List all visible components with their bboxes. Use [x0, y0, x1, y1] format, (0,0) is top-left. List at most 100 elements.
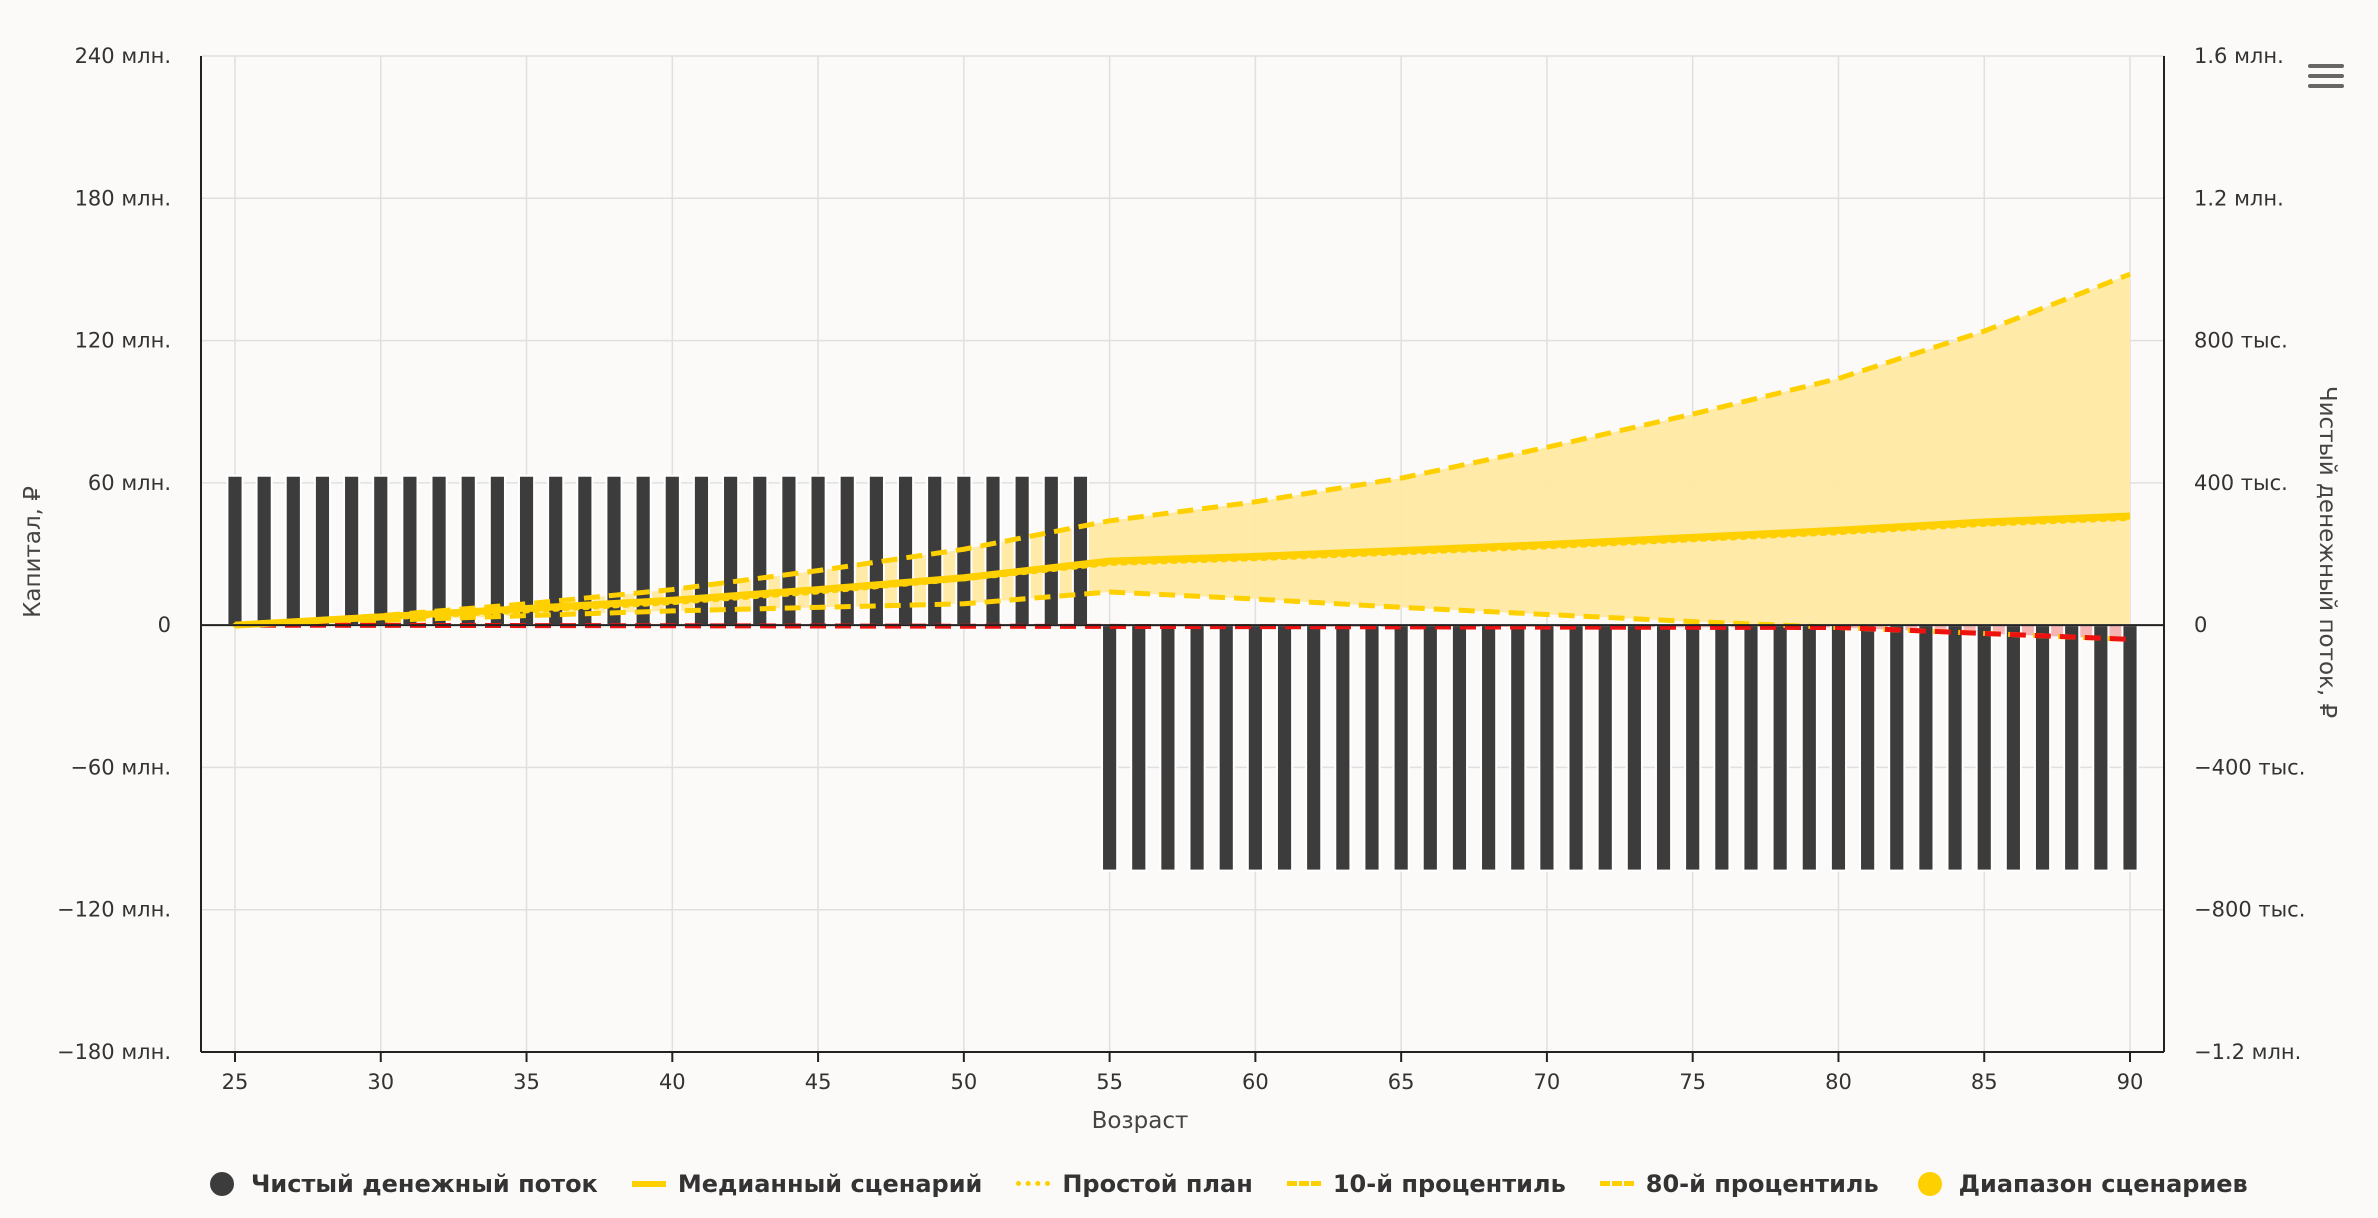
legend: Чистый денежный поток Медианный сценарий… — [205, 1164, 2248, 1204]
cashflow-bar — [722, 474, 740, 627]
cashflow-bar — [1713, 624, 1731, 872]
cashflow-bar — [1130, 624, 1148, 872]
y-left-tick-label: 60 млн. — [88, 471, 171, 495]
cashflow-bar — [488, 474, 506, 627]
dashed-line-icon — [1599, 1172, 1634, 1196]
x-axis-title: Возраст — [1092, 1108, 1189, 1134]
cashflow-bar — [1071, 474, 1090, 627]
legend-label: Медианный сценарий — [677, 1170, 983, 1198]
cashflow-bar — [2121, 624, 2139, 872]
cashflow-bar — [2063, 624, 2081, 872]
y-right-tick-label: −800 тыс. — [2194, 898, 2305, 922]
y-left-tick-label: 240 млн. — [75, 44, 171, 68]
cashflow-bar — [1859, 624, 1877, 872]
cashflow-bar — [1771, 624, 1789, 872]
legend-label: Чистый денежный поток — [251, 1170, 598, 1198]
cashflow-bar — [838, 474, 856, 627]
tick-labels: 25 30 35 40 45 50 55 60 65 70 75 80 85 90 240 млн. 180 … — [57, 44, 2305, 1094]
cashflow-bar — [372, 474, 390, 627]
cashflow-bar — [2004, 624, 2022, 872]
y-right-tick-label: 400 тыс. — [2194, 471, 2288, 495]
scenario-range-fill — [235, 274, 2130, 640]
y-right-tick-label: 800 тыс. — [2194, 329, 2288, 353]
solid-line-icon — [631, 1172, 666, 1196]
chart-menu-button[interactable] — [2308, 64, 2344, 94]
cashflow-bar — [1246, 624, 1264, 872]
cashflow-bar — [1363, 624, 1381, 872]
negative-range-fill — [235, 625, 2130, 640]
hamburger-menu-icon — [2308, 64, 2344, 68]
y-axis-right-title: Чистый денежный поток, ₽ — [2314, 386, 2340, 718]
cashflow-bar — [1742, 624, 1760, 872]
legend-label: 10-й процентиль — [1332, 1170, 1566, 1198]
cashflow-bar — [1042, 474, 1060, 627]
cashflow-bar — [2033, 624, 2052, 872]
cashflow-bars — [226, 474, 2139, 872]
cashflow-bar — [1450, 624, 1469, 872]
x-tick-label: 45 — [805, 1070, 832, 1094]
p80-line — [234, 271, 2131, 628]
cashflow-bar — [401, 474, 419, 627]
cashflow-bar — [1392, 624, 1410, 872]
cashflow-bar — [1917, 624, 1935, 872]
circle-icon — [1913, 1172, 1947, 1196]
legend-item-p80[interactable]: 80-й процентиль — [1599, 1170, 1879, 1198]
y-left-tick-label: 120 млн. — [75, 329, 171, 353]
x-tick-label: 85 — [1971, 1070, 1998, 1094]
p10-negative-line — [234, 622, 2131, 642]
x-tick-label: 80 — [1825, 1070, 1852, 1094]
circle-icon — [205, 1172, 239, 1196]
cashflow-bar — [284, 474, 302, 627]
cashflow-bar — [313, 474, 332, 627]
cashflow-bar — [1829, 624, 1848, 872]
x-tick-label: 65 — [1388, 1070, 1415, 1094]
cashflow-bar — [1480, 624, 1498, 872]
y-left-tick-label: −180 млн. — [57, 1040, 171, 1064]
series-lines — [232, 271, 2133, 642]
cashflow-bar — [255, 474, 273, 627]
cashflow-bar — [1013, 474, 1031, 627]
x-tick-label: 55 — [1096, 1070, 1123, 1094]
dashed-line-icon — [1286, 1172, 1321, 1196]
x-tick-label: 75 — [1679, 1070, 1706, 1094]
legend-label: Диапазон сценариев — [1958, 1170, 2248, 1198]
cashflow-bar — [1625, 624, 1643, 872]
x-tick-label: 25 — [222, 1070, 249, 1094]
cashflow-bar — [1567, 624, 1585, 872]
x-tick-label: 70 — [1534, 1070, 1561, 1094]
dotted-line-icon — [1016, 1172, 1051, 1196]
legend-item-range[interactable]: Диапазон сценариев — [1913, 1170, 2248, 1198]
x-tick-label: 35 — [513, 1070, 540, 1094]
y-left-tick-label: −60 млн. — [70, 755, 171, 779]
legend-label: Простой план — [1062, 1170, 1253, 1198]
cashflow-bar — [1101, 624, 1119, 872]
cashflow-bar — [1509, 624, 1527, 872]
cashflow-bar — [1800, 624, 1818, 872]
x-tick-label: 60 — [1242, 1070, 1269, 1094]
legend-item-median[interactable]: Медианный сценарий — [631, 1170, 983, 1198]
cashflow-bar — [751, 474, 769, 627]
cashflow-bar — [1654, 624, 1673, 872]
cashflow-bar — [1188, 624, 1206, 872]
legend-item-simple-plan[interactable]: Простой план — [1016, 1170, 1253, 1198]
cashflow-bar — [459, 474, 477, 627]
cashflow-bar — [1538, 624, 1556, 872]
hamburger-menu-icon-bar — [2308, 74, 2344, 78]
cashflow-bar — [867, 474, 885, 627]
legend-item-cashflow[interactable]: Чистый денежный поток — [205, 1170, 598, 1198]
axes — [200, 56, 2165, 1053]
cashflow-bar — [1596, 624, 1614, 872]
legend-item-p10[interactable]: 10-й процентиль — [1286, 1170, 1566, 1198]
cashflow-bar — [1946, 624, 1964, 872]
y-right-tick-label: 1.6 млн. — [2194, 44, 2284, 68]
cashflow-bar — [809, 474, 827, 627]
legend-label: 80-й процентиль — [1645, 1170, 1879, 1198]
cashflow-bar — [1684, 624, 1702, 872]
x-tick-label: 50 — [950, 1070, 977, 1094]
y-right-tick-label: −1.2 млн. — [2194, 1040, 2301, 1064]
cashflow-bar — [1888, 624, 1906, 872]
cashflow-bar — [1975, 624, 1993, 872]
cashflow-bar — [343, 474, 361, 627]
x-tick-label: 90 — [2117, 1070, 2144, 1094]
